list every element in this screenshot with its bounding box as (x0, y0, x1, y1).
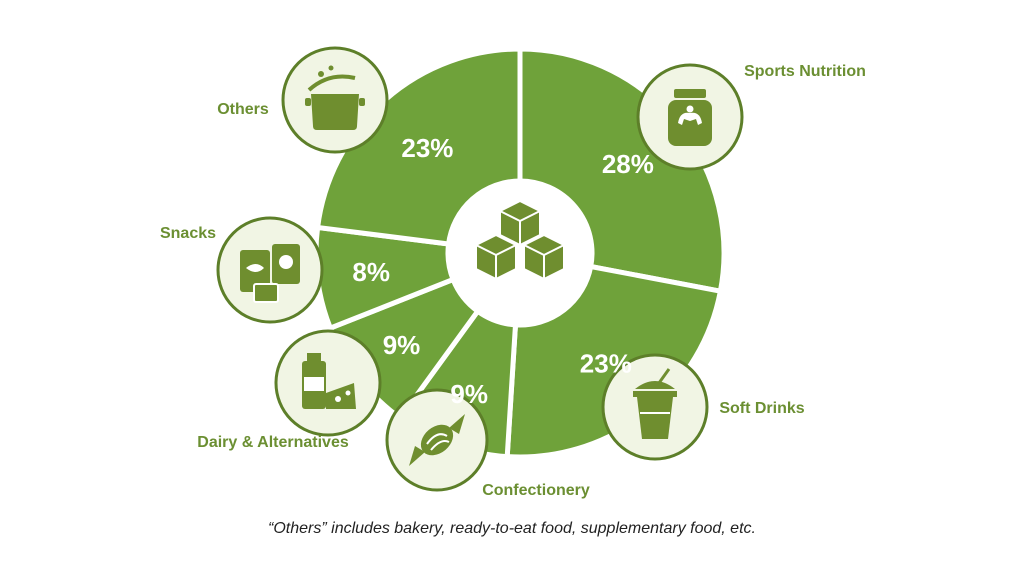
value-label-dairy-alternatives: 9% (383, 330, 421, 360)
cup-icon (601, 353, 709, 461)
category-label-soft-drinks: Soft Drinks (719, 400, 804, 417)
candy-icon (385, 388, 489, 492)
category-label-snacks: Snacks (160, 225, 216, 242)
pot-icon (281, 46, 389, 154)
protein-jar-icon (636, 63, 744, 171)
value-label-others: 23% (401, 133, 453, 163)
category-label-sports-nutrition: Sports Nutrition (744, 63, 866, 80)
snack-bags-icon (216, 216, 324, 324)
category-label-others: Others (217, 101, 269, 118)
cubes-icon (475, 200, 565, 280)
donut-hole (448, 181, 592, 325)
milk-cheese-icon (274, 329, 382, 437)
value-label-confectionery: 9% (450, 379, 488, 409)
value-label-soft-drinks: 23% (580, 349, 632, 379)
category-label-confectionery: Confectionery (482, 482, 590, 499)
footnote: “Others” includes bakery, ready-to-eat f… (268, 520, 756, 537)
category-label-dairy-alternatives: Dairy & Alternatives (197, 434, 349, 451)
value-label-snacks: 8% (352, 257, 390, 287)
value-label-sports-nutrition: 28% (602, 149, 654, 179)
